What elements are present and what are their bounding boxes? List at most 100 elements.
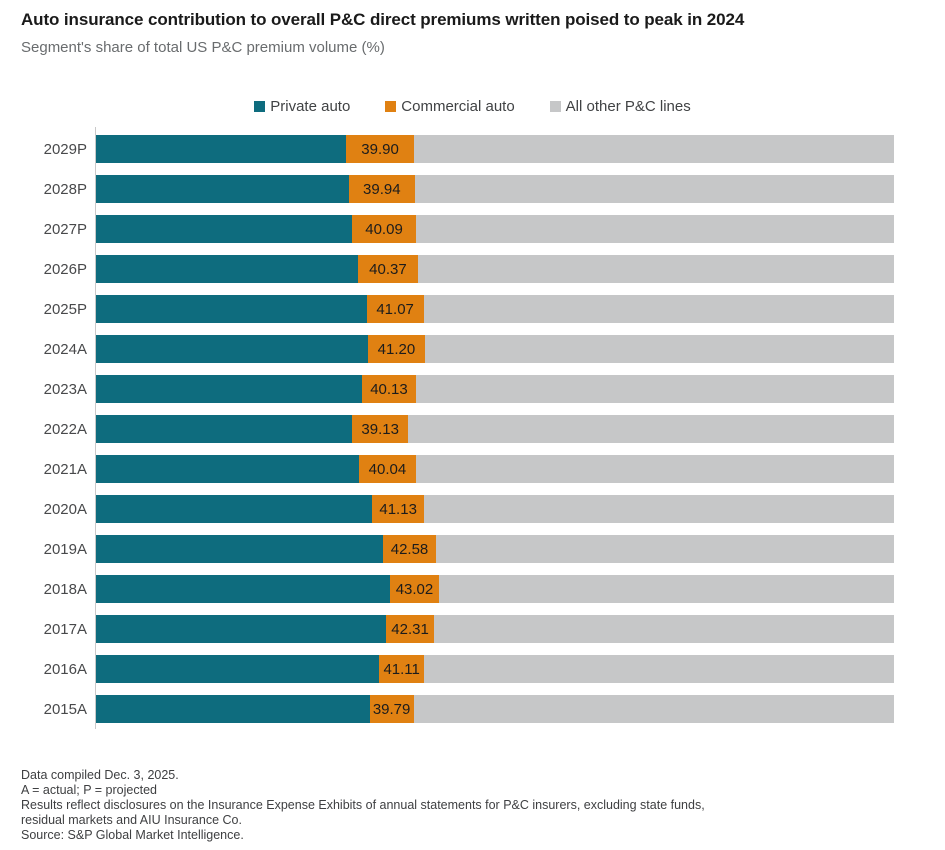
- bar-track: 41.20: [96, 335, 894, 364]
- other-lines-segment: [415, 215, 894, 244]
- legend-item-commercial-auto: Commercial auto: [385, 98, 515, 116]
- bar-value-label: 39.90: [361, 140, 399, 158]
- bar-value-label: 41.11: [383, 660, 420, 678]
- bar-value-label: 40.13: [370, 380, 408, 398]
- chart-row: 2026P 40.37: [0, 249, 945, 289]
- chart-row: 2027P 40.09: [0, 209, 945, 249]
- private-auto-segment: [96, 415, 353, 444]
- bar-track: 41.11: [96, 655, 894, 684]
- commercial-auto-segment: 40.13: [361, 375, 417, 404]
- commercial-auto-segment: 43.02: [389, 575, 440, 604]
- commercial-auto-segment: 39.90: [345, 135, 415, 164]
- bar-track: 42.31: [96, 615, 894, 644]
- footnote-line: residual markets and AIU Insurance Co.: [21, 813, 242, 828]
- category-label: 2029P: [43, 140, 87, 158]
- other-lines-segment: [423, 295, 894, 324]
- footnote-line: Results reflect disclosures on the Insur…: [21, 798, 705, 813]
- chart-row: 2028P 39.94: [0, 169, 945, 209]
- other-lines-segment: [435, 535, 894, 564]
- bar-track: 39.90: [96, 135, 894, 164]
- chart-row: 2017A 42.31: [0, 609, 945, 649]
- chart-row: 2018A 43.02: [0, 569, 945, 609]
- bar-value-label: 39.13: [361, 420, 399, 438]
- category-label: 2028P: [43, 180, 87, 198]
- bar-value-label: 41.20: [377, 340, 416, 358]
- bar-track: 43.02: [96, 575, 894, 604]
- bar-track: 39.79: [96, 695, 894, 724]
- bar-value-label: 42.58: [390, 540, 429, 558]
- commercial-auto-segment: 42.58: [383, 535, 436, 564]
- bar-track: 42.58: [96, 535, 894, 564]
- bar-value-label: 40.37: [369, 260, 407, 278]
- other-lines-segment: [439, 575, 894, 604]
- private-auto-segment: [96, 615, 387, 644]
- private-auto-swatch-icon: [254, 101, 266, 113]
- bar-track: 40.37: [96, 255, 894, 284]
- category-label: 2025P: [43, 300, 87, 318]
- commercial-auto-segment: 39.94: [348, 175, 415, 204]
- private-auto-segment: [96, 655, 380, 684]
- commercial-auto-segment: 39.13: [352, 415, 409, 444]
- category-label: 2020A: [43, 500, 87, 518]
- legend-label: Commercial auto: [401, 98, 515, 116]
- commercial-auto-segment: 39.79: [369, 695, 414, 724]
- commercial-auto-segment: 40.09: [352, 215, 416, 244]
- private-auto-segment: [96, 575, 390, 604]
- category-label: 2027P: [43, 220, 87, 238]
- category-label: 2017A: [43, 620, 87, 638]
- chart-header: Auto insurance contribution to overall P…: [0, 0, 945, 57]
- bar-value-label: 41.07: [376, 300, 414, 318]
- private-auto-segment: [96, 535, 384, 564]
- chart-row: 2025P 41.07: [0, 289, 945, 329]
- commercial-auto-segment: 41.11: [379, 655, 425, 684]
- legend-item-other-lines: All other P&C lines: [549, 98, 691, 116]
- other-lines-segment: [408, 415, 894, 444]
- bar-value-label: 40.09: [365, 220, 403, 238]
- bar-track: 40.09: [96, 215, 894, 244]
- footnote-line: Data compiled Dec. 3, 2025.: [21, 768, 179, 783]
- other-lines-segment: [424, 655, 894, 684]
- category-label: 2019A: [43, 540, 87, 558]
- other-lines-segment: [414, 175, 894, 204]
- bar-track: 39.13: [96, 415, 894, 444]
- bar-track: 40.04: [96, 455, 894, 484]
- chart-legend: Private auto Commercial auto All other P…: [0, 98, 945, 115]
- category-label: 2016A: [43, 660, 87, 678]
- category-label: 2026P: [43, 260, 87, 278]
- private-auto-segment: [96, 695, 370, 724]
- legend-label: Private auto: [270, 98, 351, 116]
- chart-row: 2019A 42.58: [0, 529, 945, 569]
- category-label: 2015A: [43, 700, 87, 718]
- private-auto-segment: [96, 495, 373, 524]
- commercial-auto-segment: 42.31: [386, 615, 434, 644]
- commercial-auto-segment: 41.20: [368, 335, 425, 364]
- other-lines-segment: [418, 255, 894, 284]
- bar-track: 39.94: [96, 175, 894, 204]
- bar-track: 41.07: [96, 295, 894, 324]
- other-lines-segment: [415, 455, 894, 484]
- chart-row: 2020A 41.13: [0, 489, 945, 529]
- private-auto-segment: [96, 175, 349, 204]
- other-lines-segment: [413, 695, 894, 724]
- bar-value-label: 40.04: [368, 460, 407, 478]
- other-lines-segment: [416, 375, 894, 404]
- other-lines-segment: [424, 495, 894, 524]
- chart-title: Auto insurance contribution to overall P…: [21, 10, 745, 29]
- category-label: 2018A: [43, 580, 87, 598]
- private-auto-segment: [96, 215, 353, 244]
- bar-track: 40.13: [96, 375, 894, 404]
- private-auto-segment: [96, 295, 367, 324]
- y-axis-line: [95, 127, 96, 730]
- category-label: 2024A: [43, 340, 87, 358]
- plot-rows: 2029P 39.90 2028P 39.94 2027P: [0, 129, 945, 729]
- plot-area: 2029P 39.90 2028P 39.94 2027P: [0, 127, 945, 730]
- bar-track: 41.13: [96, 495, 894, 524]
- category-label: 2021A: [43, 460, 87, 478]
- private-auto-segment: [96, 335, 369, 364]
- legend-label: All other P&C lines: [565, 98, 691, 116]
- other-lines-swatch-icon: [549, 101, 561, 113]
- chart-row: 2023A 40.13: [0, 369, 945, 409]
- chart-row: 2015A 39.79: [0, 689, 945, 729]
- bar-value-label: 41.13: [379, 500, 417, 518]
